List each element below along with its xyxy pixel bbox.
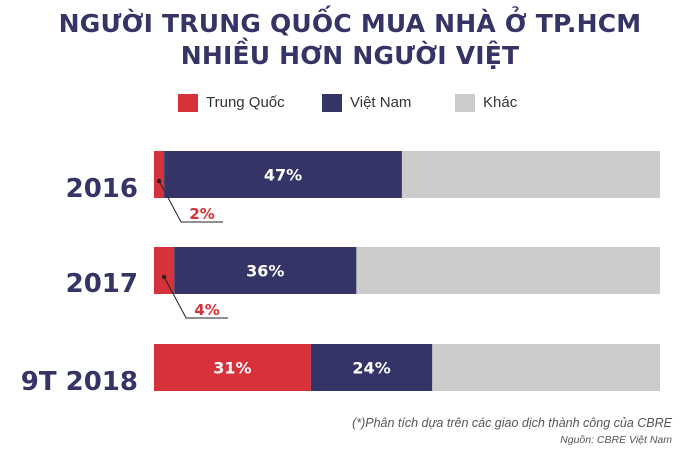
bar-2017-trung-quoc [154, 247, 175, 294]
bar-9t-2018-khac [432, 344, 660, 391]
bar-2017-viet-nam [174, 247, 357, 294]
bar-2016-viet-nam [164, 151, 402, 198]
bar-2016-khac [401, 151, 660, 198]
bar-2017-khac [356, 247, 660, 294]
footnote-analysis: (*)Phân tích dựa trên các giao dịch thàn… [352, 416, 672, 430]
data-label-2016-trung-quoc: 2% [189, 205, 214, 223]
callout-leader-2017 [163, 276, 229, 319]
chart-title-line-2: NHIỀU HƠN NGƯỜI VIỆT [180, 41, 520, 70]
legend-swatch-trung-quoc [178, 94, 198, 112]
bar-2016-trung-quoc [154, 151, 165, 198]
footnote-source: Nguồn: CBRE Việt Nam [560, 434, 672, 446]
category-label-9t-2018: 9T 2018 [20, 367, 138, 397]
bar-9t-2018-trung-quoc [154, 344, 311, 391]
data-label-2017-viet-nam: 36% [246, 262, 284, 281]
legend-label-viet-nam: Việt Nam [350, 94, 412, 111]
data-label-2016-viet-nam: 47% [264, 166, 302, 185]
chart-title-line-1: NGƯỜI TRUNG QUỐC MUA NHÀ Ở TP.HCM [58, 9, 642, 38]
legend-swatch-khac [455, 94, 475, 112]
legend-label-trung-quoc: Trung Quốc [206, 94, 285, 111]
legend-swatch-viet-nam [322, 94, 342, 112]
legend-label-khac: Khác [483, 94, 518, 111]
category-label-2017: 2017 [65, 269, 138, 299]
bar-9t-2018-viet-nam [310, 344, 433, 391]
data-label-9t-2018-trung-quoc: 31% [213, 359, 251, 378]
data-label-9t-2018-viet-nam: 24% [352, 359, 390, 378]
data-label-2017-trung-quoc: 4% [194, 301, 219, 319]
category-label-2016: 2016 [65, 174, 138, 204]
